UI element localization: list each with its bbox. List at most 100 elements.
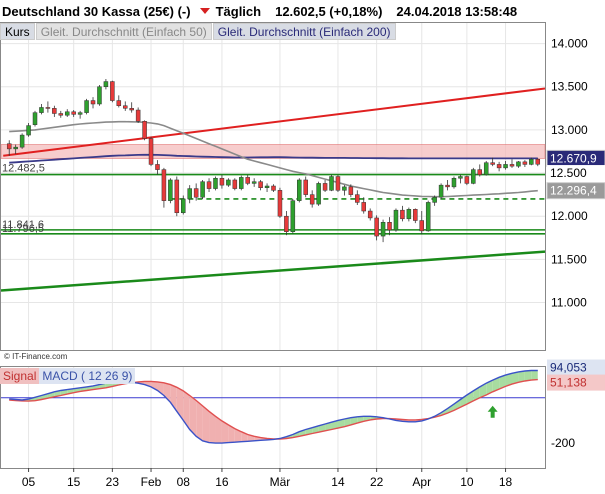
macd-fill: [151, 381, 158, 391]
macd-fill: [221, 420, 229, 444]
candle: [264, 185, 270, 188]
candle: [477, 169, 483, 176]
candle: [458, 176, 463, 179]
candle: [129, 108, 134, 111]
level-label: 12.482,5: [2, 163, 45, 175]
candle: [490, 162, 495, 165]
candle: [39, 107, 44, 113]
chart-header: Deutschland 30 Kassa (25€) (-) Täglich 1…: [0, 0, 605, 22]
candle: [13, 146, 18, 150]
candle: [219, 177, 225, 186]
period-label: Täglich: [215, 3, 262, 19]
candle: [355, 194, 360, 203]
candle: [471, 169, 476, 184]
price-label: 12.670,9: [550, 151, 597, 165]
y-tick-label: 13.000: [551, 123, 588, 137]
candle: [135, 109, 141, 122]
legend: Kurs Gleit. Durchschnitt (Einfach 50) Gl…: [0, 23, 397, 40]
macd-fill: [518, 370, 525, 383]
legend-macd[interactable]: MACD ( 12 26 9): [39, 368, 136, 384]
candle: [32, 112, 38, 125]
candle: [406, 209, 412, 220]
candle: [77, 112, 83, 115]
candle: [342, 186, 347, 191]
macd-fill: [189, 395, 197, 437]
x-tick-label: 05: [22, 475, 36, 489]
candle: [432, 196, 437, 203]
sma50-line: [9, 120, 538, 198]
candle: [26, 125, 31, 136]
y-tick-label: 11.000: [551, 296, 587, 310]
macd-fill: [505, 373, 512, 387]
macd-value-label: 94,053: [550, 361, 587, 375]
candle: [45, 107, 51, 109]
candle: [110, 81, 115, 101]
macd-tick-label: -200: [551, 436, 575, 450]
candle: [187, 188, 192, 200]
candle: [348, 186, 354, 195]
y-tick-label: 12.000: [551, 209, 588, 223]
candle: [516, 161, 521, 167]
candle: [425, 202, 431, 232]
x-tick-label: 16: [215, 475, 229, 489]
candle: [277, 190, 283, 217]
buy-arrow-icon: [487, 405, 498, 418]
candle: [58, 113, 64, 116]
candle: [284, 215, 289, 232]
macd-fill: [486, 380, 493, 396]
candle: [6, 143, 12, 150]
legend-sma50[interactable]: Gleit. Durchschnitt (Einfach 50): [35, 23, 212, 40]
candle: [419, 220, 425, 232]
candle: [239, 177, 244, 189]
x-tick-label: Apr: [412, 475, 431, 489]
candle: [374, 217, 379, 237]
candle: [142, 121, 147, 139]
macd-fill: [170, 384, 177, 412]
macd-fill: [202, 405, 210, 443]
credit-text: © IT-Finance.com: [4, 352, 68, 361]
last-price: 12.602,5 (+0,18%): [275, 3, 383, 19]
macd-label-bg: [547, 359, 605, 376]
macd-fill: [176, 387, 184, 421]
macd-fill: [163, 382, 171, 403]
candle: [464, 176, 470, 184]
macd-fill: [157, 381, 164, 396]
x-tick-label: 08: [177, 475, 191, 489]
level-label: 11.841,6: [2, 219, 44, 231]
x-tick-label: 14: [331, 475, 345, 489]
macd-fill: [344, 417, 351, 427]
candle: [19, 134, 25, 148]
candle: [361, 202, 366, 212]
candle: [316, 183, 321, 205]
candle: [122, 105, 128, 109]
candle: [322, 183, 328, 191]
x-tick-label: 23: [106, 475, 120, 489]
sma200-line: [9, 153, 538, 164]
macd-fill: [531, 370, 538, 381]
macd-fill: [337, 419, 345, 429]
candle: [103, 81, 109, 87]
candle: [181, 198, 186, 214]
candle: [84, 100, 89, 113]
candle: [251, 181, 257, 184]
candle: [116, 100, 122, 106]
price-label: 12.296,4: [550, 184, 597, 198]
macd-value-label: 51,138: [550, 376, 587, 390]
timestamp: 24.04.2018 13:58:48: [396, 3, 518, 19]
macd-fill: [479, 383, 487, 398]
candle: [90, 100, 96, 105]
candle: [52, 108, 57, 114]
candle: [258, 181, 263, 188]
macd-fill: [234, 428, 242, 443]
x-tick-label: 10: [460, 475, 474, 489]
legend-sma200[interactable]: Gleit. Durchschnitt (Einfach 200): [212, 23, 396, 40]
legend-kurs[interactable]: Kurs: [0, 23, 35, 40]
x-tick-label: 18: [499, 475, 513, 489]
candle: [148, 138, 154, 165]
price-label-bg: [546, 182, 605, 200]
macd-fill: [511, 371, 519, 385]
candle: [522, 161, 528, 165]
candle: [335, 176, 341, 191]
legend-signal[interactable]: Signal: [0, 368, 40, 384]
candle: [393, 209, 399, 231]
